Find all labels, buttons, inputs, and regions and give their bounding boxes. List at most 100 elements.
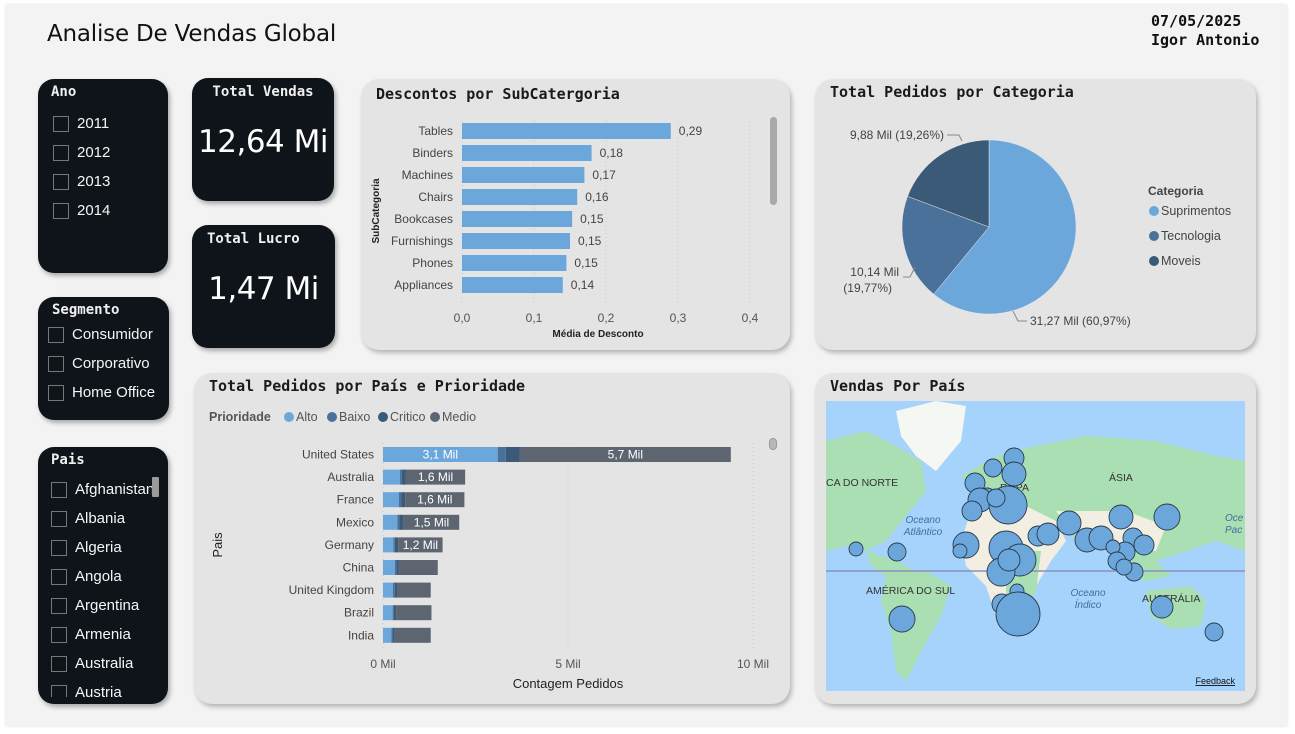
bar-segment-critico: [394, 537, 399, 553]
checkbox-icon[interactable]: [53, 115, 69, 132]
leader-line: [947, 134, 963, 142]
checkbox-icon[interactable]: [51, 539, 67, 556]
checkbox-icon[interactable]: [48, 355, 64, 372]
bar-segment-critico: [505, 447, 520, 462]
pais-slicer-item[interactable]: Austria: [51, 678, 168, 697]
label-atlantic-1: Oceano: [905, 515, 940, 526]
category-label: United States: [302, 448, 374, 462]
country-bubble: [1036, 522, 1060, 546]
category-label: Chairs: [418, 190, 453, 204]
country-bubble: [1115, 558, 1133, 576]
legend-marker: [327, 412, 337, 422]
country-bubble: [1150, 595, 1174, 619]
bar: [462, 277, 563, 293]
checkbox-icon[interactable]: [51, 655, 67, 672]
data-label: 0,18: [600, 146, 624, 160]
pais-slicer-item[interactable]: Algeria: [51, 533, 168, 562]
bar-segment-medio: [397, 582, 431, 598]
data-label: 1,6 Mil: [418, 470, 453, 484]
checkbox-icon[interactable]: [51, 568, 67, 585]
bar-segment-alto: [383, 447, 498, 462]
checkbox-icon[interactable]: [51, 597, 67, 614]
legend-marker: [284, 412, 294, 422]
pais-slicer-scrollbar[interactable]: [152, 477, 159, 497]
checkbox-icon[interactable]: [48, 326, 64, 343]
legend-marker: [1149, 206, 1159, 216]
x-axis-title: Média de Desconto: [552, 329, 643, 340]
segmento-slicer-item[interactable]: Home Office: [48, 378, 155, 407]
label-asia: ÁSIA: [1109, 471, 1133, 484]
pais-slicer-item[interactable]: Afghanistan: [51, 475, 168, 504]
pais-slicer-item[interactable]: Australia: [51, 649, 168, 678]
bar: [462, 189, 578, 205]
country-bubble: [1153, 503, 1181, 531]
pais-slicer-item-label: Armenia: [75, 626, 131, 643]
label-indian-1: Oceano: [1070, 588, 1105, 599]
bar: [462, 123, 671, 139]
pais-slicer-item[interactable]: Albania: [51, 504, 168, 533]
total-vendas-value: 12,64 Mi: [198, 124, 328, 160]
bar-segment-medio: [405, 469, 466, 485]
bar-segment-medio: [398, 560, 438, 575]
checkbox-icon[interactable]: [53, 144, 69, 161]
pie-slice-tecnologia: [901, 195, 990, 295]
checkbox-icon[interactable]: [51, 481, 67, 498]
checkbox-icon[interactable]: [51, 684, 67, 697]
checkbox-icon[interactable]: [51, 626, 67, 643]
pie-label-tecnologia-pct: (19,77%): [843, 281, 892, 295]
ano-slicer-item[interactable]: 2011: [53, 109, 110, 138]
pais-slicer-item[interactable]: Armenia: [51, 620, 168, 649]
report-author: Igor Antonio: [1151, 31, 1260, 49]
checkbox-icon[interactable]: [53, 202, 69, 219]
pais-prioridade-panel: Total Pedidos por País e Prioridade Prio…: [194, 373, 790, 704]
ano-slicer-item[interactable]: 2014: [53, 196, 110, 225]
pais-slicer-item[interactable]: Argentina: [51, 591, 168, 620]
pie-slice-moveis: [907, 139, 990, 228]
bar-segment-medio: [403, 514, 460, 530]
segmento-slicer-item[interactable]: Corporativo: [48, 349, 155, 378]
categoria-title: Total Pedidos por Categoria: [830, 83, 1074, 101]
x-tick-label: 0,0: [454, 311, 471, 325]
pais-prioridade-chart: Prioridade Alto Baixo Critico Medio 0 Mil 5 Mi…: [209, 410, 769, 691]
ano-slicer-item[interactable]: 2013: [53, 167, 110, 196]
legend-marker: [378, 412, 388, 422]
data-label: 0,15: [578, 234, 602, 248]
checkbox-icon[interactable]: [51, 510, 67, 527]
vendas-pais-map[interactable]: CA DO NORTEROPAÁSIAAMÉRICA DO SULAUSTRÁL…: [826, 401, 1245, 691]
bar-segment-alto: [383, 469, 401, 485]
bar: [462, 167, 585, 183]
leader-line: [903, 266, 916, 278]
feedback-link[interactable]: Feedback: [1195, 676, 1235, 686]
pais-prioridade-scrollbar[interactable]: [769, 438, 777, 450]
x-tick-label: 5 Mil: [555, 657, 580, 671]
pais-slicer-item[interactable]: Angola: [51, 562, 168, 591]
x-tick-label: 0,1: [526, 311, 543, 325]
country-bubble: [1056, 510, 1082, 536]
x-tick-label: 0,4: [742, 311, 759, 325]
bar-segment-baixo: [400, 469, 402, 485]
bar-segment-medio: [396, 605, 432, 621]
legend-title: Prioridade: [209, 410, 271, 424]
category-label: China: [343, 561, 375, 575]
category-label: Bookcases: [394, 212, 453, 226]
category-label: Brazil: [344, 606, 374, 620]
x-tick-label: 10 Mil: [737, 657, 769, 671]
country-bubble: [1204, 622, 1224, 642]
country-bubble: [1001, 461, 1027, 487]
checkbox-icon[interactable]: [48, 384, 64, 401]
legend-item-baixo: Baixo: [339, 410, 370, 424]
bar-segment-critico: [401, 469, 406, 485]
bar: [462, 233, 570, 249]
segmento-slicer-item[interactable]: Consumidor: [48, 320, 155, 349]
category-label: Furnishings: [391, 234, 453, 248]
legend-item-moveis: Moveis: [1161, 254, 1201, 268]
total-lucro-label: Total Lucro: [207, 231, 300, 247]
eurasia-land: [961, 436, 1245, 561]
bar-segment-baixo: [391, 627, 393, 643]
ano-slicer-item[interactable]: 2012: [53, 138, 110, 167]
category-label: Australia: [327, 470, 374, 484]
descontos-scrollbar[interactable]: [770, 117, 777, 205]
segmento-slicer-item-label: Corporativo: [72, 355, 150, 372]
segmento-slicer-title: Segmento: [52, 302, 120, 318]
checkbox-icon[interactable]: [53, 173, 69, 190]
